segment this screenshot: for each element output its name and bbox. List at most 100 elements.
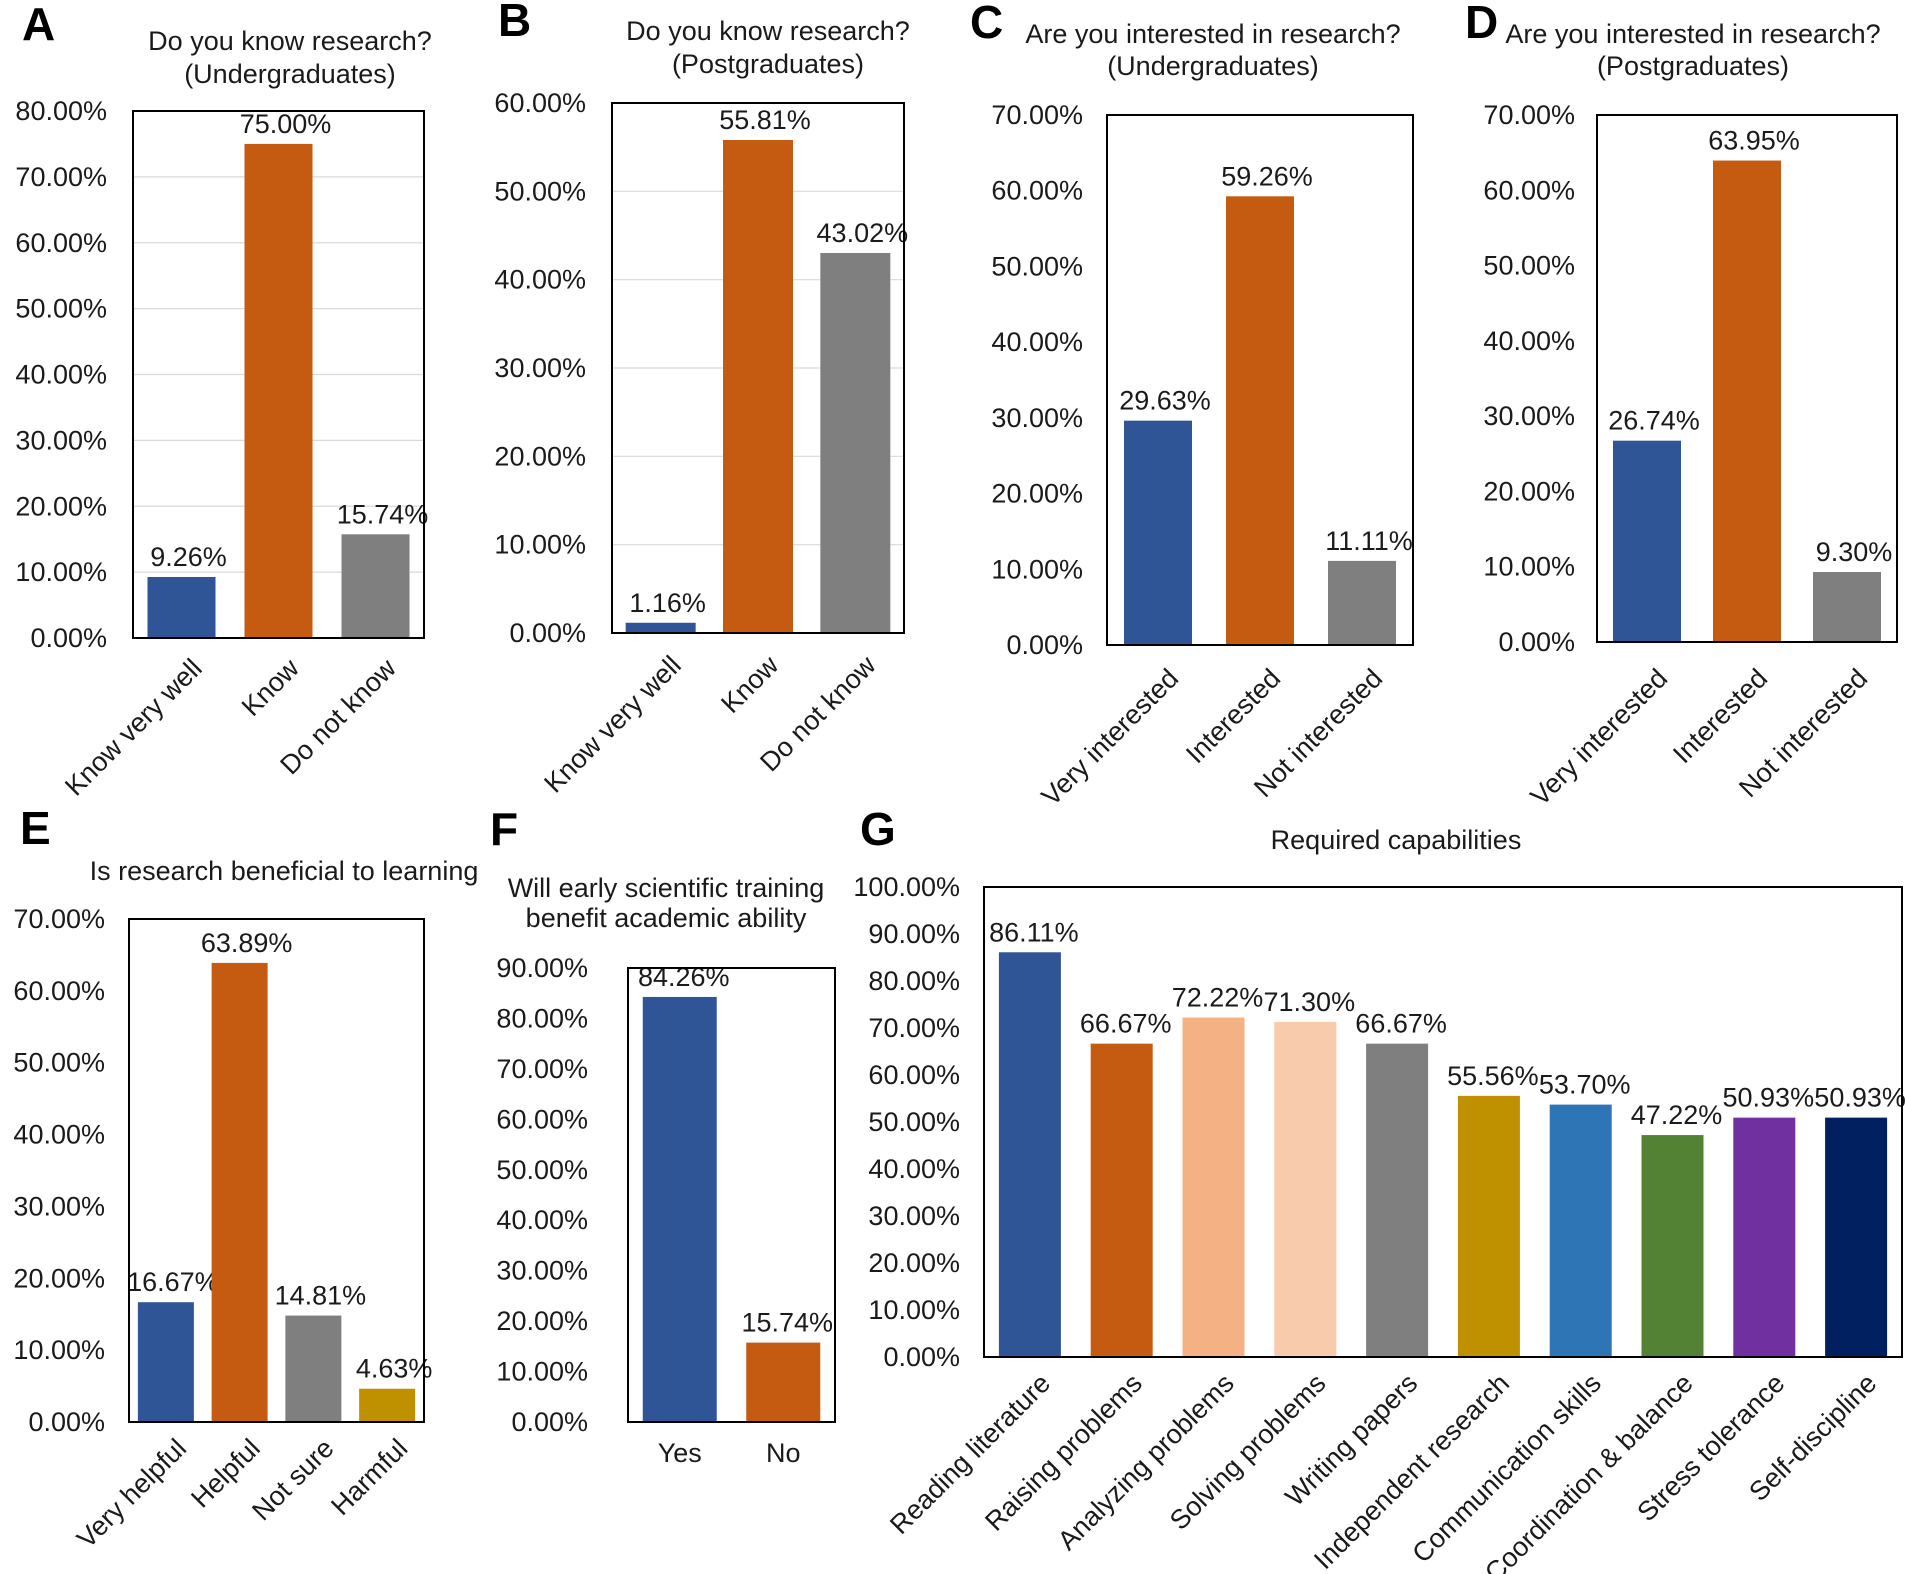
bar: [723, 140, 793, 634]
y-tick-label: 80.00%: [868, 966, 960, 996]
y-tick-label: 0.00%: [1498, 627, 1575, 657]
y-tick-label: 60.00%: [868, 1060, 960, 1090]
data-label: 16.67%: [127, 1267, 219, 1297]
bar: [341, 534, 410, 638]
chart-g: G Required capabilities 0.00% 10.00% 20.00% 3…: [853, 803, 1905, 1574]
plot-frame: [1106, 114, 1414, 646]
y-tick-label: 60.00%: [1483, 175, 1575, 205]
y-tick-label: 10.00%: [494, 530, 586, 560]
panel-label-a: A: [22, 0, 55, 50]
y-tick-label: 10.00%: [991, 554, 1083, 584]
y-tick-label: 70.00%: [15, 162, 107, 192]
y-tick-label: 100.00%: [853, 872, 960, 902]
plot-frame: [983, 886, 1903, 1358]
bar: [1549, 1104, 1612, 1357]
bar: [1713, 160, 1781, 642]
y-tick-label: 40.00%: [868, 1154, 960, 1184]
data-label: 15.74%: [741, 1308, 833, 1338]
y-tick-label: 60.00%: [15, 228, 107, 258]
y-tick-label: 0.00%: [1006, 630, 1083, 660]
panel-label-e: E: [20, 802, 51, 854]
x-tick-label: Solving problems: [1164, 1368, 1332, 1536]
y-tick-label: 30.00%: [1483, 401, 1575, 431]
y-tick-label: 10.00%: [496, 1357, 588, 1387]
y-tick-label: 40.00%: [15, 360, 107, 390]
plot-frame: [627, 967, 836, 1423]
y-tick-label: 40.00%: [494, 265, 586, 295]
bar: [1813, 571, 1881, 642]
x-tick-label: Analyzing problems: [1052, 1368, 1240, 1556]
chart-title: (Postgraduates): [672, 49, 864, 79]
y-tick-label: 20.00%: [496, 1306, 588, 1336]
y-tick-label: 70.00%: [496, 1054, 588, 1084]
data-label: 11.11%: [1325, 526, 1413, 556]
y-tick-label: 10.00%: [15, 557, 107, 587]
data-label: 63.89%: [201, 928, 293, 958]
y-tick-label: 10.00%: [1483, 552, 1575, 582]
x-tick-label: Know: [715, 650, 784, 719]
x-tick-label: Not sure: [246, 1433, 339, 1526]
y-tick-label: 10.00%: [13, 1335, 105, 1365]
data-label: 75.00%: [240, 109, 332, 139]
y-tick-label: 0.00%: [30, 623, 107, 653]
bar: [1366, 1043, 1429, 1357]
x-tick-label: Know very well: [538, 650, 687, 799]
y-tick-label: 90.00%: [496, 953, 588, 983]
y-tick-label: 70.00%: [1483, 100, 1575, 130]
panel-label-b: B: [498, 0, 531, 46]
data-label: 26.74%: [1608, 406, 1700, 436]
y-tick-label: 0.00%: [511, 1407, 588, 1437]
y-tick-label: 20.00%: [1483, 476, 1575, 506]
data-label: 50.93%: [1723, 1083, 1815, 1113]
y-tick-label: 0.00%: [883, 1342, 960, 1372]
chart-title: Are you interested in research?: [1505, 19, 1880, 49]
y-tick-label: 60.00%: [494, 88, 586, 118]
x-tick-label: Interested: [1667, 663, 1773, 769]
data-label: 47.22%: [1631, 1100, 1723, 1130]
plot-frame: [132, 110, 425, 639]
bar: [1457, 1095, 1520, 1357]
y-tick-label: 60.00%: [496, 1104, 588, 1134]
chart-title: (Postgraduates): [1597, 51, 1789, 81]
plot-frame: [611, 102, 905, 634]
data-label: 86.11%: [989, 917, 1079, 947]
chart-title: Will early scientific training: [508, 873, 825, 903]
bar: [244, 143, 313, 638]
x-tick-label: Reading literature: [884, 1368, 1056, 1540]
chart-title: Do you know research?: [626, 16, 910, 46]
data-label: 84.26%: [638, 962, 730, 992]
bar: [1090, 1043, 1153, 1357]
y-tick-label: 90.00%: [868, 919, 960, 949]
x-tick-label: Very interested: [1036, 663, 1185, 812]
data-label: 9.26%: [150, 542, 227, 572]
chart-title: Do you know research?: [148, 26, 432, 56]
x-tick-label: Harmful: [325, 1433, 413, 1521]
data-label: 4.63%: [356, 1354, 433, 1384]
x-tick-label: Yes: [658, 1438, 702, 1468]
bar: [1641, 1135, 1704, 1357]
panel-label-g: G: [860, 803, 896, 855]
data-label: 9.30%: [1816, 537, 1893, 567]
y-tick-label: 60.00%: [13, 976, 105, 1006]
panel-label-f: F: [490, 803, 518, 855]
chart-title: (Undergraduates): [184, 59, 396, 89]
chart-title: Is research beneficial to learning: [90, 856, 479, 886]
data-label: 59.26%: [1221, 161, 1313, 191]
y-tick-label: 80.00%: [496, 1003, 588, 1033]
bar: [211, 962, 268, 1422]
bar: [642, 996, 717, 1422]
y-tick-label: 70.00%: [13, 904, 105, 934]
x-tick-label: Raising problems: [979, 1368, 1148, 1537]
chart-c: C Are you interested in research?(Undergr…: [970, 0, 1414, 812]
plot-frame: [128, 918, 425, 1423]
data-label: 50.93%: [1814, 1083, 1905, 1113]
chart-title: Are you interested in research?: [1025, 19, 1400, 49]
bar: [285, 1315, 342, 1422]
plot-frame: [1596, 114, 1898, 643]
x-tick-label: Very interested: [1525, 663, 1674, 812]
bar: [1613, 440, 1681, 642]
y-tick-label: 50.00%: [1483, 251, 1575, 281]
y-tick-label: 40.00%: [496, 1205, 588, 1235]
panel-label-c: C: [970, 0, 1003, 48]
